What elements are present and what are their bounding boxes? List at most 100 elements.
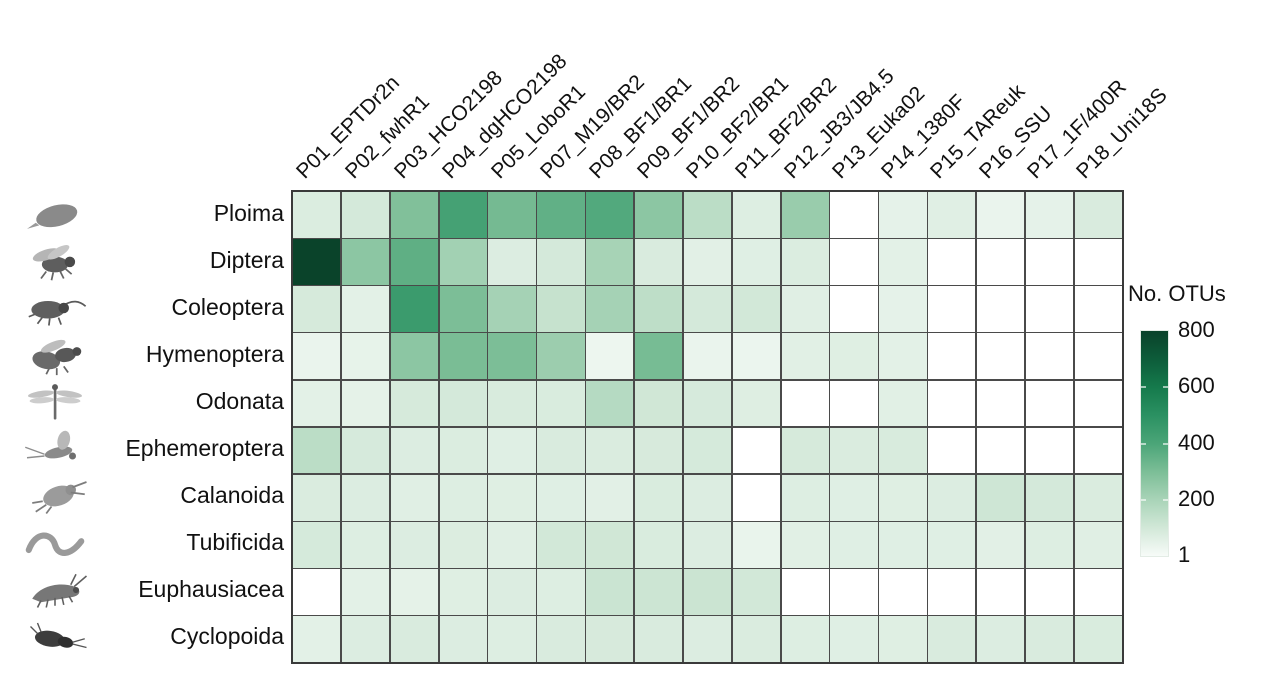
heatmap-cell bbox=[830, 616, 878, 662]
heatmap-cell bbox=[1025, 286, 1074, 332]
heatmap-cell bbox=[586, 239, 634, 285]
heatmap-cell bbox=[439, 192, 487, 238]
worm-icon bbox=[16, 519, 94, 566]
heatmap-cell bbox=[634, 333, 683, 380]
heatmap-cell bbox=[1025, 239, 1074, 285]
heatmap-cell bbox=[1025, 192, 1074, 238]
heatmap-cell bbox=[879, 380, 927, 427]
heatmap-cell bbox=[488, 474, 536, 521]
heatmap-cell bbox=[781, 192, 829, 238]
heatmap-cell bbox=[928, 522, 976, 568]
heatmap-cell bbox=[976, 569, 1025, 615]
row-label: Tubificida bbox=[186, 529, 284, 555]
heatmap-cell bbox=[1074, 192, 1122, 238]
heatmap-cell bbox=[439, 286, 487, 332]
heatmap-cell bbox=[293, 522, 341, 568]
heatmap-cell bbox=[1074, 286, 1122, 332]
legend-tick-mark bbox=[1163, 498, 1168, 501]
legend-tick-label: 1 bbox=[1178, 542, 1191, 567]
heatmap-cell bbox=[976, 192, 1025, 238]
heatmap-cell bbox=[488, 569, 536, 615]
heatmap-cell bbox=[830, 569, 878, 615]
heatmap-cell bbox=[683, 333, 732, 380]
heatmap-cell bbox=[732, 522, 781, 568]
row-label: Cyclopoida bbox=[170, 623, 284, 649]
row-label: Calanoida bbox=[180, 482, 284, 508]
heatmap-cell bbox=[537, 192, 585, 238]
legend-colorbar bbox=[1140, 330, 1169, 557]
heatmap-cell bbox=[634, 616, 683, 662]
heatmap-cell bbox=[586, 569, 634, 615]
heatmap-cell bbox=[537, 286, 585, 332]
heatmap-cell bbox=[293, 427, 341, 474]
heatmap-cell bbox=[341, 427, 390, 474]
heatmap-cell bbox=[586, 380, 634, 427]
heatmap-cell bbox=[879, 427, 927, 474]
cyclopoid-icon bbox=[16, 613, 94, 660]
heatmap-cell bbox=[293, 333, 341, 380]
heatmap-cell bbox=[1025, 333, 1074, 380]
heatmap-cell bbox=[683, 380, 732, 427]
heatmap-cell bbox=[732, 286, 781, 332]
copepod-icon bbox=[16, 472, 94, 519]
heatmap-cell bbox=[341, 286, 390, 332]
heatmap-cell bbox=[879, 474, 927, 521]
heatmap-cell bbox=[439, 522, 487, 568]
rotifer-icon bbox=[16, 190, 94, 237]
heatmap-cell bbox=[634, 427, 683, 474]
heatmap-cell bbox=[830, 333, 878, 380]
heatmap-cell bbox=[341, 239, 390, 285]
heatmap-cell bbox=[488, 616, 536, 662]
legend-tick-label: 600 bbox=[1178, 373, 1215, 399]
heatmap-cell bbox=[830, 427, 878, 474]
heatmap-cell bbox=[537, 616, 585, 662]
heatmap-cell bbox=[634, 192, 683, 238]
heatmap-cell bbox=[634, 522, 683, 568]
heatmap-cell bbox=[586, 427, 634, 474]
heatmap-cell bbox=[683, 286, 732, 332]
heatmap-cell bbox=[1074, 616, 1122, 662]
heatmap-cell bbox=[879, 616, 927, 662]
heatmap-cell bbox=[830, 239, 878, 285]
heatmap-cell bbox=[781, 286, 829, 332]
heatmap-cell bbox=[1074, 522, 1122, 568]
heatmap-cell bbox=[928, 474, 976, 521]
heatmap-cell bbox=[390, 333, 439, 380]
heatmap-cell bbox=[439, 380, 487, 427]
heatmap-cell bbox=[293, 286, 341, 332]
row-label: Coleoptera bbox=[171, 294, 284, 320]
dragonfly-icon bbox=[16, 378, 94, 425]
heatmap-cell bbox=[439, 427, 487, 474]
heatmap-cell bbox=[537, 427, 585, 474]
beetle-icon bbox=[16, 284, 94, 331]
heatmap-cell bbox=[781, 474, 829, 521]
heatmap-cell bbox=[1025, 522, 1074, 568]
legend-tick-label: 200 bbox=[1178, 485, 1215, 511]
heatmap-cell bbox=[390, 616, 439, 662]
heatmap-cell bbox=[830, 192, 878, 238]
heatmap-cell bbox=[928, 616, 976, 662]
heatmap-cell bbox=[586, 474, 634, 521]
heatmap-grid bbox=[291, 190, 1124, 664]
heatmap-cell bbox=[390, 474, 439, 521]
heatmap-cell bbox=[488, 333, 536, 380]
row-label: Hymenoptera bbox=[145, 341, 284, 367]
heatmap-cell bbox=[341, 474, 390, 521]
legend-tick-mark bbox=[1163, 386, 1168, 389]
heatmap-cell bbox=[293, 380, 341, 427]
mayfly-icon bbox=[16, 425, 94, 472]
heatmap-cell bbox=[879, 569, 927, 615]
heatmap-cell bbox=[732, 192, 781, 238]
heatmap-cell bbox=[293, 239, 341, 285]
heatmap-cell bbox=[1074, 474, 1122, 521]
heatmap-cell bbox=[683, 192, 732, 238]
heatmap-cell bbox=[390, 427, 439, 474]
legend-tick-label: 800 bbox=[1178, 317, 1215, 342]
heatmap-cell bbox=[879, 192, 927, 238]
heatmap-cell bbox=[1074, 569, 1122, 615]
heatmap-cell bbox=[879, 239, 927, 285]
heatmap-cell bbox=[976, 474, 1025, 521]
heatmap-cell bbox=[781, 427, 829, 474]
legend-tick-mark bbox=[1163, 442, 1168, 445]
heatmap-cell bbox=[488, 192, 536, 238]
